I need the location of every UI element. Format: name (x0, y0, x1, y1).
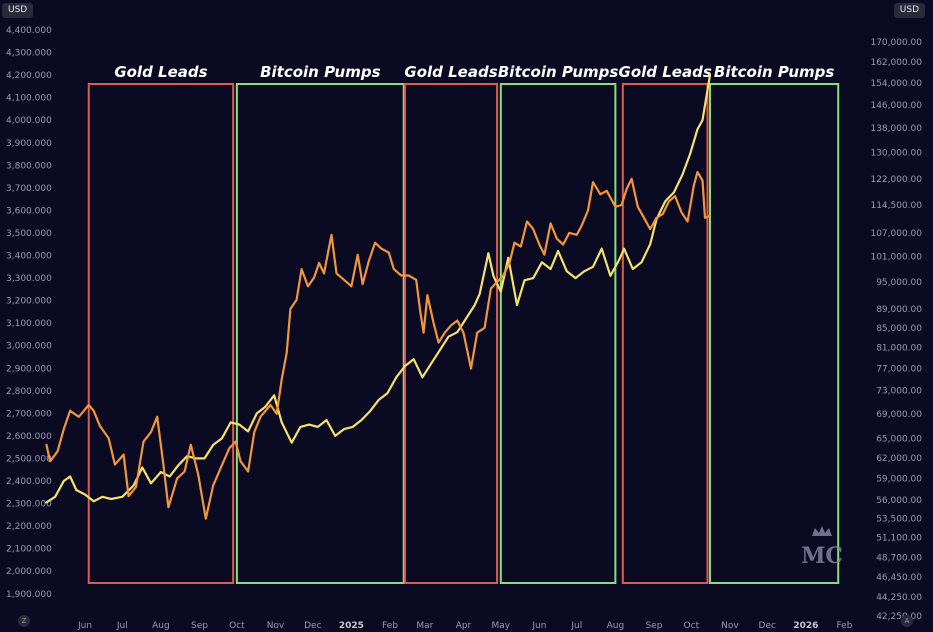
right-axis-tick: 56,000.00 (876, 496, 922, 506)
right-axis-tick: 65,000.00 (876, 434, 922, 444)
auto-scale-button[interactable]: A (901, 615, 913, 627)
left-axis-tick: 3,100.000 (6, 319, 52, 329)
right-unit-badge[interactable]: USD (893, 3, 925, 18)
highlight-region (499, 83, 617, 584)
x-axis-tick: Jun (531, 621, 546, 631)
region-label: Gold Leads (404, 63, 497, 81)
right-axis-tick: 162,000.00 (870, 58, 922, 68)
left-axis-tick: 4,400.000 (6, 26, 52, 36)
right-axis-tick: 101,000.00 (870, 253, 922, 263)
right-axis-tick: 42,250.00 (876, 612, 922, 622)
right-axis-tick: 48,700.00 (876, 553, 922, 563)
left-axis-tick: 3,500.000 (6, 229, 52, 239)
logo-crown-icon (812, 526, 832, 536)
right-axis-tick: 81,000.00 (876, 344, 922, 354)
left-axis-tick: 3,200.000 (6, 297, 52, 307)
x-axis-tick: Dec (759, 621, 776, 631)
zoom-toggle-button[interactable]: Z (18, 615, 30, 627)
left-axis-tick: 4,100.000 (6, 94, 52, 104)
highlight-region (87, 83, 235, 584)
right-axis-tick: 107,000.00 (870, 229, 922, 239)
x-axis-tick: Feb (382, 621, 398, 631)
x-axis-tick: 2025 (339, 621, 364, 631)
left-axis-tick: 4,200.000 (6, 71, 52, 81)
highlight-region (235, 83, 405, 584)
left-axis-tick: 3,300.000 (6, 274, 52, 284)
left-axis-tick: 1,900.000 (6, 590, 52, 600)
right-axis-tick: 170,000.00 (870, 38, 922, 48)
right-axis-tick: 62,000.00 (876, 454, 922, 464)
region-label: Bitcoin Pumps (714, 63, 834, 81)
watermark-logo: MC (801, 543, 843, 569)
x-axis-tick: Jun (77, 621, 92, 631)
left-axis-tick: 2,900.000 (6, 364, 52, 374)
left-axis-tick: 3,600.000 (6, 206, 52, 216)
right-axis-tick: 46,450.00 (876, 573, 922, 583)
left-axis-tick: 2,700.000 (6, 409, 52, 419)
right-axis-tick: 69,000.00 (876, 410, 922, 420)
right-axis-tick: 59,000.00 (876, 474, 922, 484)
x-axis-tick: Sep (191, 621, 208, 631)
left-axis-tick: 3,400.000 (6, 252, 52, 262)
x-axis-tick: Sep (645, 621, 662, 631)
x-axis-tick: Mar (416, 621, 433, 631)
highlight-region (403, 83, 499, 584)
series-line (45, 74, 712, 504)
left-axis-tick: 3,700.000 (6, 184, 52, 194)
right-axis-tick: 114,500.00 (870, 201, 922, 211)
left-axis-tick: 2,800.000 (6, 387, 52, 397)
x-axis-tick: Feb (836, 621, 852, 631)
left-axis-tick: 2,600.000 (6, 432, 52, 442)
x-axis-tick: Oct (684, 621, 700, 631)
region-label: Gold Leads (114, 63, 207, 81)
right-axis-tick: 146,000.00 (870, 101, 922, 111)
right-axis-tick: 138,000.00 (870, 124, 922, 134)
region-label: Gold Leads (619, 63, 712, 81)
x-axis-tick: 2026 (793, 621, 818, 631)
highlight-region (708, 83, 840, 584)
right-axis-tick: 73,000.00 (876, 387, 922, 397)
left-axis-tick: 4,300.000 (6, 49, 52, 59)
x-axis-tick: Aug (607, 621, 625, 631)
left-axis-tick: 2,500.000 (6, 454, 52, 464)
right-axis-tick: 130,000.00 (870, 149, 922, 159)
left-axis-tick: 2,000.000 (6, 567, 52, 577)
region-label: Bitcoin Pumps (498, 63, 618, 81)
x-axis-tick: Jul (570, 621, 582, 631)
left-unit-badge[interactable]: USD (2, 3, 34, 18)
right-axis-tick: 53,500.00 (876, 515, 922, 525)
left-axis-tick: 2,100.000 (6, 545, 52, 555)
left-axis-tick: 4,000.000 (6, 116, 52, 126)
left-axis-tick: 3,800.000 (6, 161, 52, 171)
x-axis-tick: Nov (721, 621, 739, 631)
left-axis-tick: 3,900.000 (6, 139, 52, 149)
x-axis-tick: Aug (152, 621, 170, 631)
right-axis-tick: 89,000.00 (876, 305, 922, 315)
right-axis-tick: 44,250.00 (876, 593, 922, 603)
right-axis-tick: 77,000.00 (876, 365, 922, 375)
x-axis-tick: Dec (304, 621, 321, 631)
right-axis-tick: 51,100.00 (876, 534, 922, 544)
x-axis-tick: Apr (456, 621, 472, 631)
left-axis-tick: 2,200.000 (6, 522, 52, 532)
x-axis-tick: Oct (229, 621, 245, 631)
right-axis-tick: 122,000.00 (870, 175, 922, 185)
x-axis-tick: May (492, 621, 511, 631)
right-axis-tick: 95,000.00 (876, 278, 922, 288)
x-axis-tick: Jul (116, 621, 128, 631)
highlight-region (621, 83, 709, 584)
left-axis-tick: 3,000.000 (6, 342, 52, 352)
region-label: Bitcoin Pumps (260, 63, 380, 81)
left-axis-tick: 2,400.000 (6, 477, 52, 487)
x-axis-tick: Nov (267, 621, 285, 631)
series-line (45, 171, 712, 520)
right-axis-tick: 154,000.00 (870, 79, 922, 89)
right-axis-tick: 85,000.00 (876, 324, 922, 334)
left-axis-tick: 2,300.000 (6, 500, 52, 510)
